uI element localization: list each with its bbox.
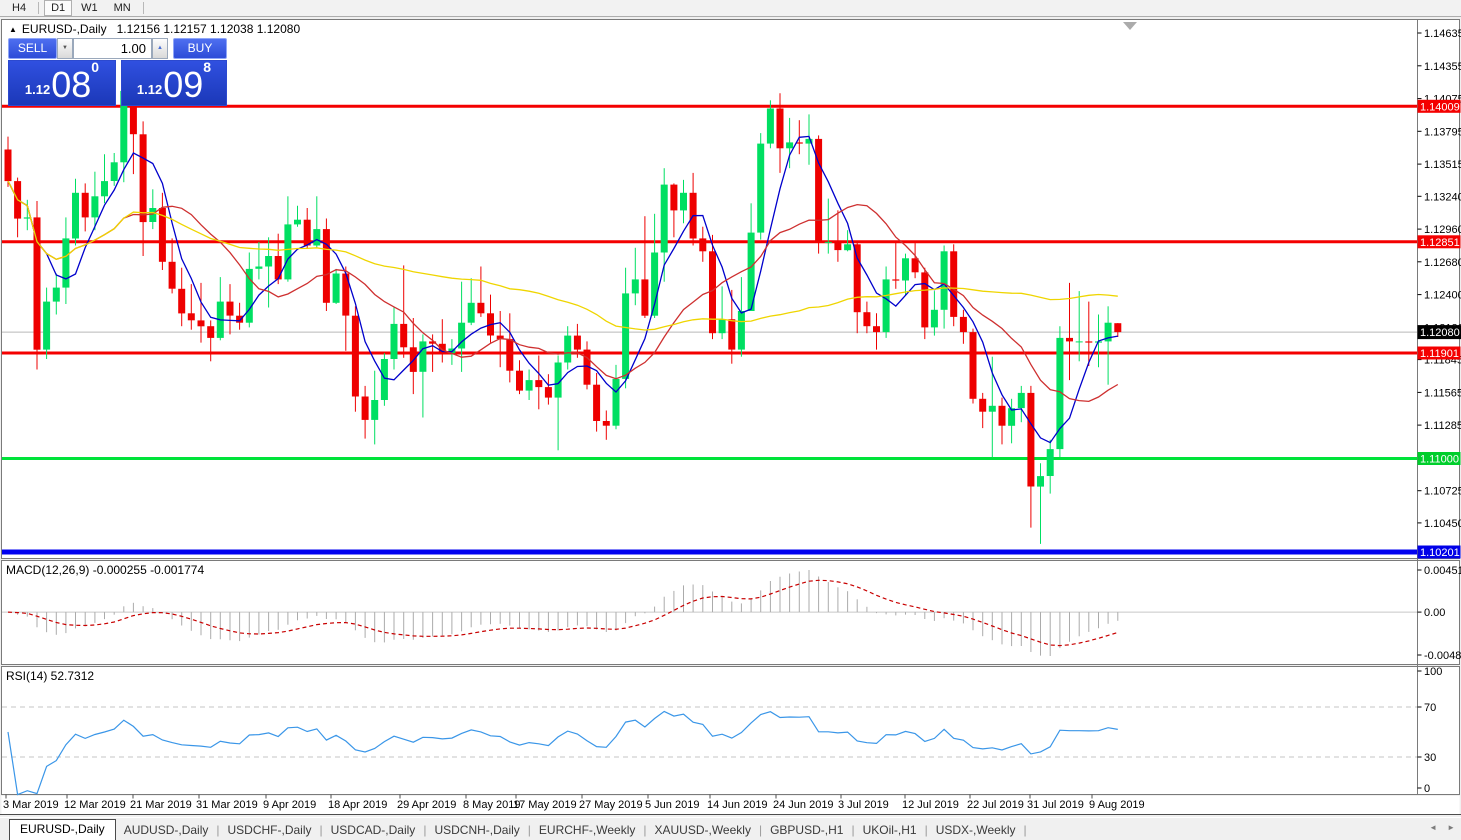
macd-axis-label: 0.00: [1424, 607, 1445, 619]
macd-axis-label: 0.004517: [1424, 565, 1461, 577]
timeframe-d1-button[interactable]: D1: [44, 0, 72, 16]
buy-price-display[interactable]: 1.12 09 8: [121, 60, 227, 106]
chart-symbol-label: EURUSD-,Daily: [22, 22, 107, 36]
date-tick-label: 9 Apr 2019: [263, 799, 316, 811]
date-tick-label: 12 Jul 2019: [902, 799, 959, 811]
date-tick-label: 17 May 2019: [513, 799, 577, 811]
timeframe-toolbar: H4 D1 W1 MN: [0, 0, 1461, 17]
buy-button[interactable]: BUY: [173, 38, 227, 59]
date-tick-label: 22 Jul 2019: [967, 799, 1024, 811]
price-tick-label: 1.12680: [1424, 257, 1461, 269]
current-price-badge: 1.12080: [1420, 327, 1460, 339]
date-tick-label: 5 Jun 2019: [645, 799, 699, 811]
tab-audusd-daily[interactable]: AUDUSD-,Daily: [116, 821, 217, 840]
price-tick-label: 1.13240: [1424, 191, 1461, 203]
panel-frames: [0, 20, 1461, 815]
toolbar-separator: [38, 2, 39, 14]
price-tick-label: 1.14355: [1424, 61, 1461, 73]
sell-price-display[interactable]: 1.12 08 0: [8, 60, 116, 106]
macd-axis-label: -0.004806: [1424, 650, 1461, 662]
tab-usdcad-daily[interactable]: USDCAD-,Daily: [323, 821, 424, 840]
date-tick-label: 27 May 2019: [579, 799, 643, 811]
rsi-axis-label: 70: [1424, 702, 1436, 714]
date-tick-label: 12 Mar 2019: [64, 799, 126, 811]
price-tick-label: 1.13515: [1424, 159, 1461, 171]
tab-gbpusd-h1[interactable]: GBPUSD-,H1: [762, 821, 851, 840]
sell-button[interactable]: SELL: [8, 38, 57, 59]
buy-price-big: 09: [163, 69, 203, 101]
h-line-price-badge: 1.10201: [1420, 547, 1460, 559]
volume-increase-button[interactable]: ▲: [152, 38, 168, 59]
date-tick-label: 14 Jun 2019: [707, 799, 768, 811]
date-tick-label: 8 May 2019: [463, 799, 520, 811]
tab-eurchf-weekly[interactable]: EURCHF-,Weekly: [531, 821, 643, 840]
rsi-axis-label: 30: [1424, 752, 1436, 764]
tab-separator: |: [1024, 821, 1027, 840]
volume-input[interactable]: [73, 38, 152, 59]
toolbar-separator: [143, 2, 144, 14]
date-tick-label: 31 Mar 2019: [196, 799, 258, 811]
timeframe-mn-button[interactable]: MN: [107, 0, 138, 16]
price-tick-label: 1.13795: [1424, 126, 1461, 138]
tab-ukoil-h1[interactable]: UKOil-,H1: [855, 821, 925, 840]
chart-ohlc-values: 1.12156 1.12157 1.12038 1.12080: [117, 22, 301, 36]
date-tick-label: 9 Aug 2019: [1089, 799, 1145, 811]
sell-price-sup: 0: [91, 59, 99, 75]
price-tick-label: 1.10450: [1424, 518, 1461, 530]
buy-price-small: 1.12: [137, 79, 162, 101]
date-tick-label: 29 Apr 2019: [397, 799, 456, 811]
h-line-price-badge: 1.12851: [1420, 237, 1460, 249]
tab-usdchf-daily[interactable]: USDCHF-,Daily: [220, 821, 320, 840]
rsi-axis-label: 0: [1424, 783, 1430, 795]
timeframe-w1-button[interactable]: W1: [74, 0, 105, 16]
date-tick-label: 3 Jul 2019: [838, 799, 889, 811]
date-tick-label: 21 Mar 2019: [130, 799, 192, 811]
price-tick-label: 1.14635: [1424, 28, 1461, 40]
tab-xauusd-weekly[interactable]: XAUUSD-,Weekly: [646, 821, 758, 840]
rsi-axis-label: 100: [1424, 666, 1442, 678]
date-tick-label: 3 Mar 2019: [3, 799, 59, 811]
price-tick-label: 1.12400: [1424, 290, 1461, 302]
tab-scroll-left-icon[interactable]: ◄: [1429, 823, 1437, 832]
h-line-price-badge: 1.11000: [1420, 454, 1459, 466]
timeframe-h4-button[interactable]: H4: [5, 0, 33, 16]
collapse-panel-icon[interactable]: ▲: [9, 25, 17, 34]
tab-usdcnh-daily[interactable]: USDCNH-,Daily: [426, 821, 527, 840]
tab-eurusd-daily[interactable]: EURUSD-,Daily: [9, 819, 116, 840]
price-tick-label: 1.11565: [1424, 387, 1461, 399]
chart-title-bar: ▲ EURUSD-,Daily 1.12156 1.12157 1.12038 …: [9, 22, 300, 36]
date-tick-label: 24 Jun 2019: [773, 799, 834, 811]
buy-price-sup: 8: [203, 59, 211, 75]
tab-scroll-right-icon[interactable]: ►: [1447, 823, 1455, 832]
sell-price-small: 1.12: [25, 79, 50, 101]
price-tick-label: 1.12960: [1424, 224, 1461, 236]
price-tick-label: 1.10725: [1424, 486, 1461, 498]
sell-price-big: 08: [51, 69, 91, 101]
h-line-price-badge: 1.14009: [1420, 101, 1460, 113]
tab-usdx-weekly[interactable]: USDX-,Weekly: [928, 821, 1024, 840]
date-tick-label: 18 Apr 2019: [328, 799, 387, 811]
one-click-trading-panel: SELL ▼ ▲ BUY 1.12 08 0 1.12 09 8: [3, 38, 227, 107]
volume-decrease-button[interactable]: ▼: [57, 38, 73, 59]
macd-indicator-label: MACD(12,26,9) -0.000255 -0.001774: [6, 563, 204, 577]
h-line-price-badge: 1.11901: [1420, 348, 1459, 360]
price-tick-label: 1.11285: [1424, 420, 1461, 432]
date-tick-label: 31 Jul 2019: [1027, 799, 1084, 811]
rsi-indicator-label: RSI(14) 52.7312: [6, 669, 94, 683]
